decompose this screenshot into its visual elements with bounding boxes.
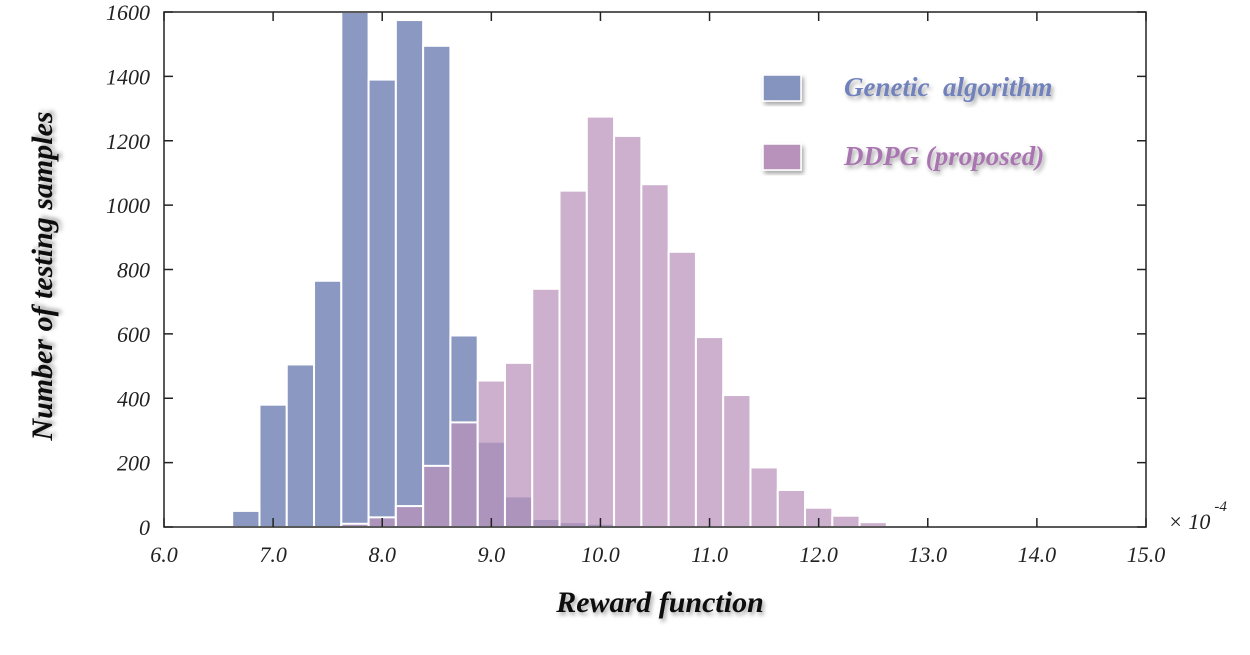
bar-ddpg [503, 361, 534, 528]
y-tick-label: 1600 [106, 0, 150, 25]
x-tick-label: 10.0 [581, 542, 620, 567]
legend-swatch-genetic-algorithm [762, 74, 802, 102]
x-axis-title: Reward function [555, 586, 764, 619]
legend-label-genetic-algorithm: Genetic algorithm [844, 72, 1053, 102]
x-tick-label: 7.0 [259, 542, 287, 567]
x-tick-label: 13.0 [909, 542, 948, 567]
legend-label-ddpg: DDPG (proposed) [843, 141, 1044, 171]
bar-ddpg [449, 421, 479, 528]
y-tick-label: 400 [117, 386, 150, 411]
bar-genetic-algorithm [258, 403, 288, 528]
y-tick-label: 1200 [106, 129, 150, 154]
bar-genetic-algorithm [422, 44, 452, 528]
y-tick-label: 1400 [106, 64, 150, 89]
y-tick-label: 0 [139, 515, 150, 540]
y-tick-label: 1000 [106, 193, 150, 218]
y-tick-label: 800 [117, 258, 150, 283]
x-tick-label: 11.0 [691, 542, 728, 567]
bar-ddpg [667, 250, 697, 528]
bar-ddpg [394, 505, 425, 528]
series-ddpg-bars [340, 115, 916, 528]
bar-ddpg [749, 466, 779, 528]
bar-genetic-algorithm [394, 19, 425, 528]
x-tick-label: 15.0 [1127, 542, 1166, 567]
bar-ddpg [722, 394, 752, 528]
bar-genetic-algorithm [367, 78, 397, 528]
x-tick-label: 14.0 [1018, 542, 1057, 567]
axis-ticks: 6.0 7.0 8.0 9.0 10.0 11.0 12.0 13.0 14.0 15.0 0 200… [106, 0, 1165, 567]
bar-ddpg [531, 287, 561, 528]
bar-genetic-algorithm [285, 363, 316, 528]
bar-ddpg [422, 464, 452, 528]
x-multiplier-label: × 10-4 [1168, 499, 1227, 534]
bar-ddpg [694, 336, 725, 528]
bar-genetic-algorithm [340, 11, 370, 528]
y-tick-label: 600 [117, 322, 150, 347]
x-tick-label: 12.0 [799, 542, 838, 567]
bar-ddpg [476, 379, 506, 528]
bar-ddpg [776, 488, 807, 528]
bar-ddpg [558, 189, 588, 528]
y-tick-label: 200 [117, 451, 150, 476]
x-tick-label: 9.0 [478, 542, 506, 567]
bar-ddpg [585, 115, 616, 528]
bar-ddpg [831, 514, 861, 528]
y-axis-title: Number of testing samples [26, 111, 59, 441]
bar-ddpg [640, 183, 670, 528]
x-tick-label: 6.0 [150, 542, 178, 567]
bar-genetic-algorithm [231, 509, 261, 528]
bar-ddpg [613, 134, 643, 528]
x-tick-label: 8.0 [368, 542, 396, 567]
bar-genetic-algorithm [313, 279, 343, 528]
legend-swatch-ddpg [762, 143, 802, 171]
legend: Genetic algorithm DDPG (proposed) [762, 72, 1053, 171]
